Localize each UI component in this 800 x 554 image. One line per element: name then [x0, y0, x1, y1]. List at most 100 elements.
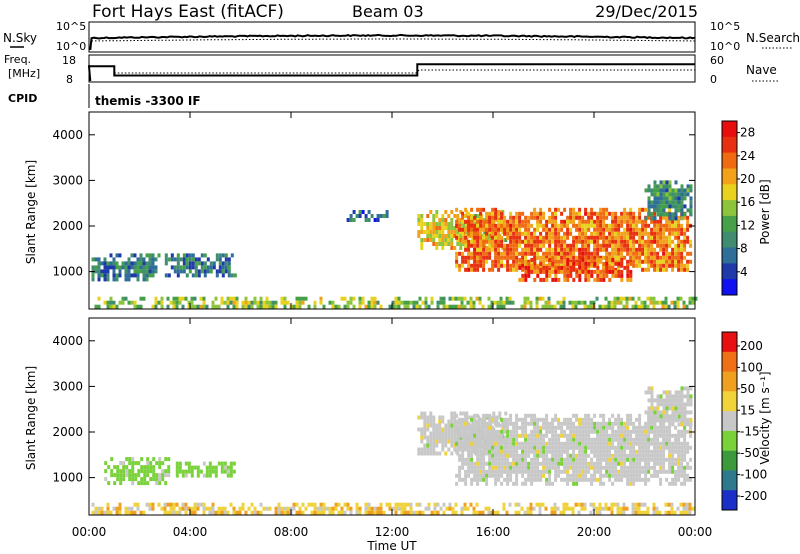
heatmap-cell — [426, 226, 430, 230]
heatmap-cell — [476, 413, 480, 418]
heatmap-cell — [527, 269, 531, 274]
heatmap-cell — [662, 231, 666, 236]
heatmap-cell — [420, 447, 424, 452]
heatmap-cell — [301, 510, 305, 515]
heatmap-cell — [109, 261, 113, 266]
heatmap-cell — [602, 227, 606, 232]
heatmap-cell — [208, 506, 212, 511]
heatmap-cell — [479, 469, 483, 474]
colorbar-segment — [722, 263, 737, 280]
heatmap-cell — [127, 277, 131, 282]
heatmap-cell — [157, 502, 161, 507]
heatmap-cell — [554, 235, 558, 240]
heatmap-cell — [542, 441, 546, 446]
heatmap-cell — [432, 439, 436, 444]
heatmap-cell — [659, 429, 663, 434]
heatmap-cell — [100, 510, 104, 515]
heatmap-cell — [659, 457, 663, 462]
heatmap-cell — [668, 406, 672, 411]
heatmap-cell — [479, 441, 483, 446]
heatmap-cell — [515, 259, 519, 264]
heatmap-cell — [512, 437, 516, 442]
heatmap-cell — [482, 207, 486, 212]
heatmap-cell — [542, 453, 546, 458]
heatmap-cell — [608, 449, 612, 454]
heatmap-cell — [420, 451, 424, 456]
heatmap-cell — [470, 223, 474, 228]
heatmap-cell — [578, 239, 582, 244]
heatmap-cell — [203, 265, 207, 270]
heatmap-cell — [533, 465, 537, 470]
beam-title: Beam 03 — [352, 2, 424, 21]
heatmap-cell — [476, 473, 480, 478]
heatmap-cell — [461, 477, 465, 482]
heatmap-cell — [460, 506, 464, 511]
heatmap-cell — [605, 465, 609, 470]
heatmap-cell — [136, 304, 140, 309]
heatmap-cell — [503, 453, 507, 458]
heatmap-cell — [467, 231, 471, 236]
heatmap-cell — [671, 247, 675, 252]
heatmap-cell — [596, 231, 600, 236]
heatmap-cell — [566, 219, 570, 224]
heatmap-cell — [551, 261, 555, 266]
heatmap-cell — [458, 477, 462, 482]
heatmap-cell — [599, 473, 603, 478]
heatmap-cell — [611, 265, 615, 270]
heatmap-cell — [529, 300, 533, 305]
heatmap-cell — [494, 437, 498, 442]
heatmap-cell — [680, 386, 684, 391]
heatmap-cell — [569, 457, 573, 462]
heatmap-cell — [614, 465, 618, 470]
heatmap-cell — [115, 265, 119, 270]
heatmap-cell — [551, 231, 555, 236]
heatmap-cell — [569, 265, 573, 270]
heatmap-cell — [461, 417, 465, 422]
heatmap-cell — [590, 219, 594, 224]
heatmap-cell — [653, 429, 657, 434]
heatmap-cell — [185, 253, 189, 258]
heatmap-cell — [508, 296, 512, 301]
heatmap-cell — [683, 477, 687, 482]
heatmap-cell — [482, 235, 486, 240]
heatmap-cell — [650, 473, 654, 478]
heatmap-cell — [584, 239, 588, 244]
heatmap-cell — [599, 469, 603, 474]
heatmap-cell — [671, 204, 675, 209]
heatmap-cell — [432, 419, 436, 424]
heatmap-cell — [559, 510, 563, 515]
heatmap-cell — [626, 481, 630, 486]
heatmap-cell — [388, 502, 392, 507]
heatmap-cell — [447, 435, 451, 440]
heatmap-cell — [682, 510, 686, 515]
heatmap-cell — [432, 226, 436, 230]
heatmap-cell — [608, 231, 612, 236]
heatmap-cell — [539, 235, 543, 240]
heatmap-cell — [139, 261, 143, 266]
heatmap-cell — [572, 243, 576, 248]
heatmap-cell — [259, 296, 263, 301]
heatmap-cell — [683, 239, 687, 244]
heatmap-cell — [533, 429, 537, 434]
heatmap-cell — [668, 437, 672, 442]
heatmap-cell — [482, 457, 486, 462]
heatmap-cell — [545, 223, 549, 228]
heatmap-cell — [545, 231, 549, 236]
heatmap-cell — [667, 502, 671, 507]
heatmap-cell — [671, 216, 675, 221]
heatmap-cell — [560, 425, 564, 430]
heatmap-cell — [680, 469, 684, 474]
heatmap-cell — [122, 461, 126, 466]
heatmap-cell — [142, 265, 146, 270]
heatmap-cell — [686, 390, 690, 395]
heatmap-cell — [427, 304, 431, 309]
heatmap-cell — [430, 510, 434, 515]
heatmap-cell — [677, 243, 681, 248]
heatmap-cell — [479, 473, 483, 478]
heatmap-cell — [665, 394, 669, 399]
heatmap-cell — [581, 227, 585, 232]
heatmap-cell — [508, 502, 512, 507]
heatmap-cell — [450, 423, 454, 428]
heatmap-cell — [152, 465, 156, 470]
heatmap-cell — [509, 215, 513, 220]
